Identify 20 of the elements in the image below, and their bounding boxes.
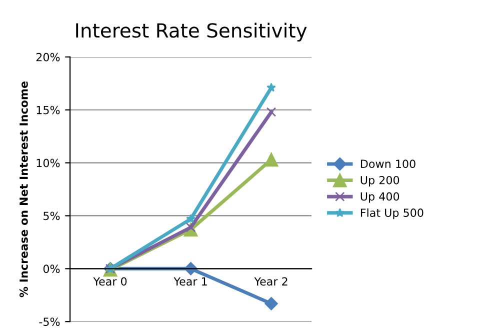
point: [264, 152, 278, 167]
point: [264, 297, 278, 310]
point: [266, 82, 276, 92]
legend-label: Flat Up 500: [360, 208, 424, 220]
point: [186, 214, 196, 223]
y-tick-label: -5%: [39, 318, 60, 326]
y-axis-title: % Increase on Net Interest Income: [20, 81, 28, 298]
legend-label: Up 400: [360, 192, 400, 203]
point: [266, 107, 276, 117]
y-tick-label: 10%: [36, 158, 60, 168]
x-tick-label: Year 1: [174, 277, 207, 286]
x-tick-label: Year 0: [93, 277, 127, 286]
chart-title: Interest Rate Sensitivity: [76, 22, 307, 42]
legend-label: Down 100: [360, 160, 416, 168]
y-tick-label: 5%: [44, 212, 60, 220]
y-tick-label: 15%: [36, 106, 60, 114]
legend-label: Up 200: [360, 176, 400, 186]
y-tick-label: 20%: [36, 52, 60, 62]
y-tick-label: 0%: [43, 264, 60, 274]
x-tick-label: Year 2: [254, 277, 288, 286]
